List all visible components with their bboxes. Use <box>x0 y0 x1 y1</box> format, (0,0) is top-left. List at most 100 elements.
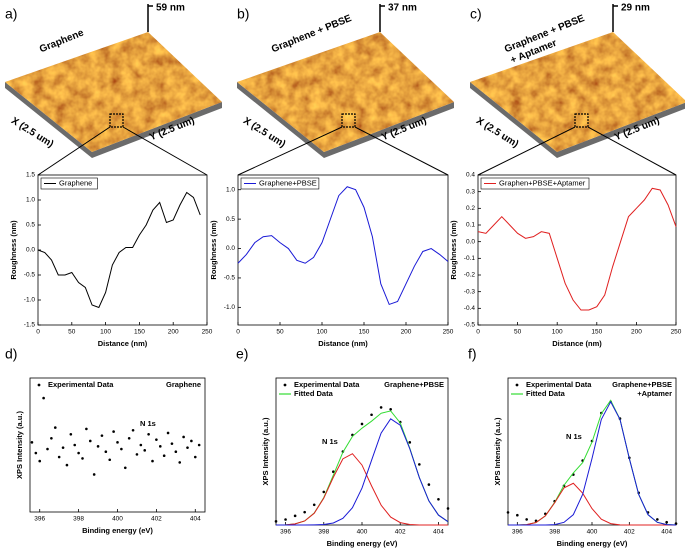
panel-label: a) <box>5 6 17 22</box>
x-tick-label: 150 <box>359 329 370 336</box>
data-point <box>170 442 174 445</box>
y-tick-label: 0.4 <box>466 172 475 179</box>
data-point <box>665 520 668 524</box>
data-point <box>190 439 193 443</box>
data-point <box>656 518 659 521</box>
legend-label: Graphen+PBSE+Aptamer <box>499 178 586 187</box>
series-line <box>477 187 677 311</box>
x-tick-label: 150 <box>591 329 602 336</box>
x-tick-label: 402 <box>624 529 635 536</box>
data-point <box>182 435 185 439</box>
series-line <box>275 453 448 526</box>
x-tick-label: 0 <box>476 329 480 336</box>
y-tick-label: -1.5 <box>24 322 36 329</box>
data-point <box>293 514 297 518</box>
data-point <box>108 458 112 462</box>
y-tick-label: 0.0 <box>26 247 35 254</box>
legend-label: Graphene+PBSE <box>259 178 317 187</box>
legend-box <box>240 177 320 190</box>
data-point <box>674 522 678 525</box>
y-axis-label: XPS Intensity (a.u.) <box>261 417 270 485</box>
x-axis-label: Distance (nm) <box>98 339 148 348</box>
panel-label: e) <box>236 346 248 362</box>
legend-box <box>480 177 590 190</box>
y-axis-label: Roughness (nm) <box>209 220 218 280</box>
data-point <box>139 443 143 447</box>
x-tick-label: 398 <box>318 529 329 536</box>
data-point <box>186 446 189 449</box>
data-point <box>446 507 450 510</box>
y-tick-label: -1.0 <box>224 304 236 311</box>
peak-label: N 1s <box>140 419 156 428</box>
plot-frame <box>237 174 449 326</box>
y-tick-label: -0.5 <box>24 272 36 279</box>
data-point <box>360 422 364 426</box>
legend-label: Fitted Data <box>526 389 566 398</box>
legend-swatch <box>515 383 519 387</box>
data-point <box>127 437 131 440</box>
y-tick-label: -1.0 <box>24 297 36 304</box>
data-point <box>30 441 34 444</box>
sample-label: Graphene+PBSE <box>384 380 444 389</box>
y-tick-label: 1.0 <box>26 197 35 204</box>
x-tick-label: 402 <box>395 529 406 536</box>
zoom-box <box>109 113 124 128</box>
data-point <box>516 513 519 517</box>
data-point <box>408 441 412 444</box>
data-point <box>96 445 100 448</box>
series-line <box>275 410 449 526</box>
x-tick-label: 0 <box>36 329 40 336</box>
panel-label: f) <box>468 346 477 362</box>
legend-label: Experimental Data <box>526 380 592 389</box>
data-point <box>389 407 392 411</box>
legend-label: Experimental Data <box>48 380 114 389</box>
data-point <box>73 443 77 447</box>
y-tick-label: -0.3 <box>464 288 476 295</box>
x-tick-label: 150 <box>134 329 145 336</box>
y-tick-label: 0.2 <box>466 205 475 212</box>
data-point <box>155 438 158 441</box>
x-axis-label: Binding energy (eV) <box>327 539 398 548</box>
series-line <box>276 418 449 526</box>
x-tick-label: 396 <box>34 516 45 523</box>
series-line <box>37 191 201 309</box>
zoom-line <box>37 126 111 176</box>
data-point <box>437 497 440 501</box>
panel-label: b) <box>237 6 249 22</box>
data-point <box>162 454 166 458</box>
zoom-box <box>341 113 356 128</box>
x-tick-label: 50 <box>68 329 76 336</box>
y-tick-label: 0.5 <box>26 222 35 229</box>
data-point <box>506 511 510 514</box>
data-point <box>427 483 431 486</box>
legend-box <box>40 177 98 190</box>
data-point <box>69 432 73 436</box>
x-tick-label: 0 <box>236 329 240 336</box>
data-point <box>312 503 316 507</box>
x-tick-label: 200 <box>401 329 412 336</box>
data-point <box>174 450 178 454</box>
x-tick-label: 250 <box>671 329 682 336</box>
plot-frame <box>29 377 206 513</box>
y-tick-label: 0.1 <box>466 222 475 229</box>
afm-surface <box>470 32 685 152</box>
data-point <box>77 451 80 455</box>
legend-swatch <box>283 383 287 387</box>
series-line <box>508 482 676 526</box>
x-tick-label: 396 <box>280 529 291 536</box>
peak-label: N 1s <box>566 432 582 441</box>
series-line <box>508 399 677 526</box>
x-tick-label: 398 <box>73 516 84 523</box>
data-point <box>370 413 373 417</box>
legend-swatch <box>37 383 41 387</box>
zoom-line <box>587 126 677 176</box>
panel-label: c) <box>470 6 482 22</box>
data-point <box>65 463 69 467</box>
zoom-line <box>477 126 576 176</box>
data-point <box>151 459 154 463</box>
x-tick-label: 50 <box>514 329 522 336</box>
data-point <box>284 518 287 521</box>
data-point <box>61 446 65 449</box>
data-point <box>158 445 162 448</box>
